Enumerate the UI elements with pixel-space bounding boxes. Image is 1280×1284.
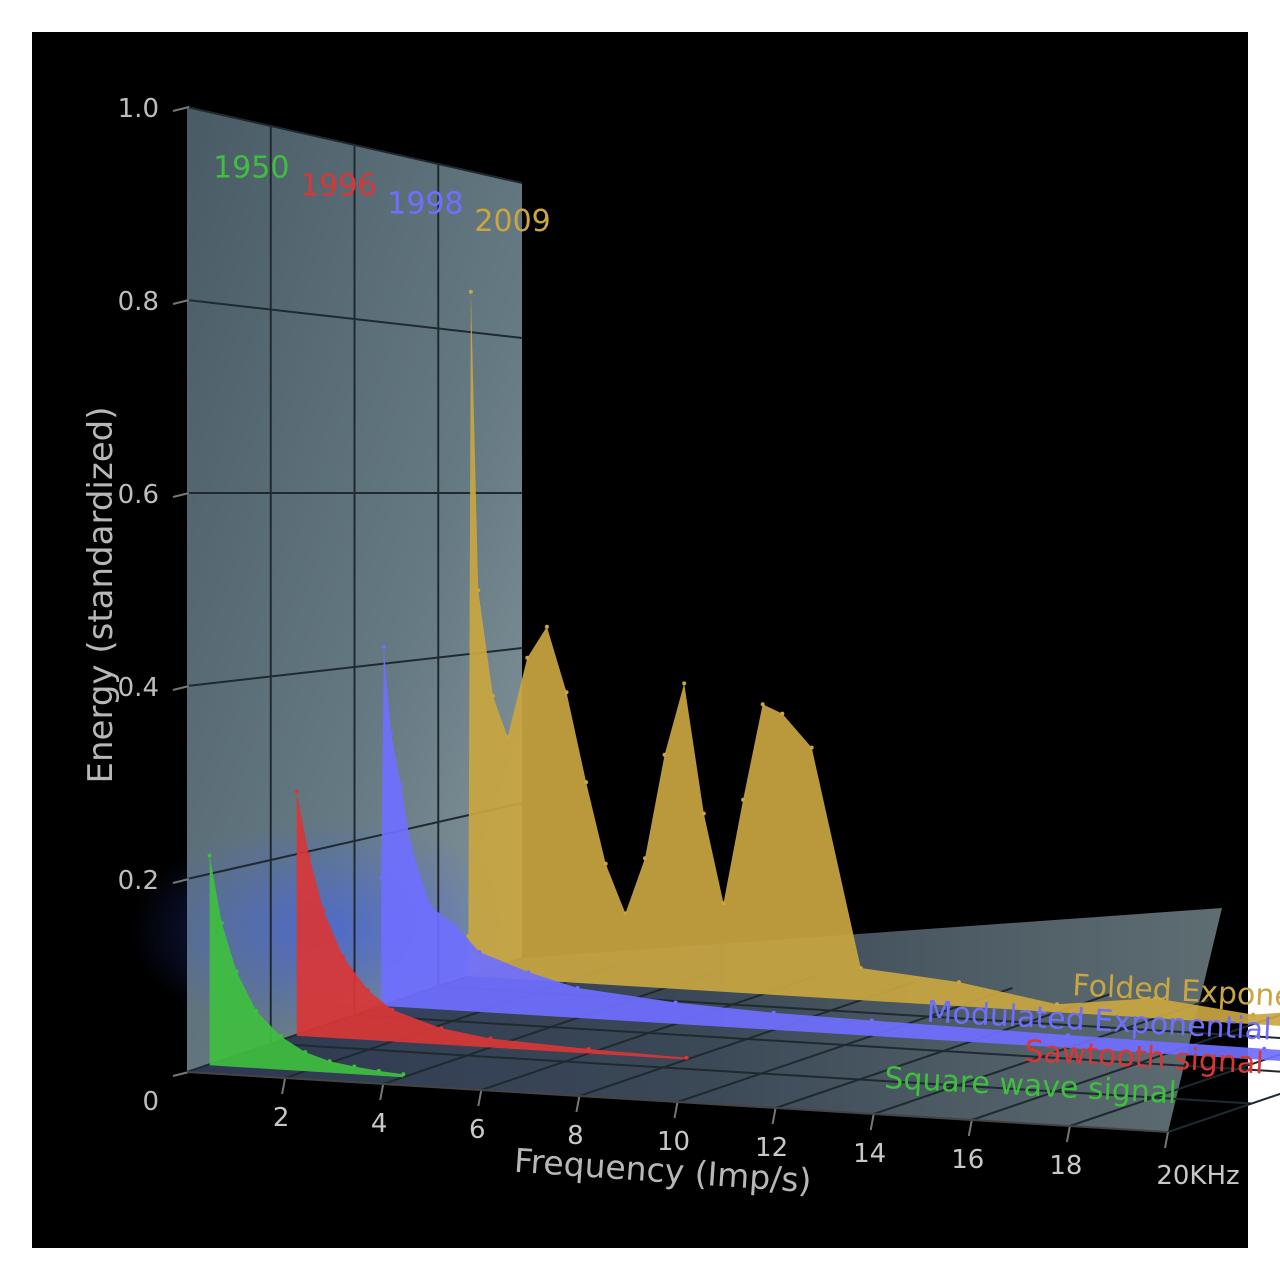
data-point: [279, 1034, 283, 1038]
data-point: [295, 790, 299, 794]
data-point: [379, 876, 383, 880]
data-point: [604, 862, 608, 866]
data-point: [643, 856, 647, 860]
data-point: [957, 980, 961, 984]
data-point: [674, 1001, 678, 1005]
data-point: [491, 694, 495, 698]
data-point: [428, 904, 432, 908]
data-point: [254, 1009, 258, 1013]
data-point: [702, 812, 706, 816]
data-point: [859, 966, 863, 970]
data-point: [780, 712, 784, 716]
y-axis-label: Energy (standardized): [81, 407, 121, 784]
data-point: [409, 843, 413, 847]
x-tick-label: 6: [469, 1115, 486, 1145]
x-tick-label: 4: [371, 1109, 388, 1139]
data-point: [682, 681, 686, 685]
data-point: [584, 780, 588, 784]
data-point: [772, 1011, 776, 1015]
data-point: [506, 735, 510, 739]
x-tick-label: 18: [1049, 1151, 1082, 1181]
x-tick-label: 2: [273, 1103, 290, 1133]
data-point: [220, 921, 224, 925]
y-tick-label: 0.8: [118, 287, 159, 317]
data-point: [341, 955, 345, 959]
data-point: [722, 901, 726, 905]
y-tick-label: 0.6: [118, 480, 159, 510]
data-point: [565, 690, 569, 694]
data-point: [685, 1056, 689, 1060]
data-point: [322, 909, 326, 913]
x-tick-label: 20KHz: [1156, 1161, 1239, 1191]
data-point: [576, 986, 580, 990]
data-point: [741, 798, 745, 802]
y-tick-label: 0.4: [118, 673, 159, 703]
data-point: [663, 753, 667, 757]
data-point: [587, 1047, 591, 1051]
data-point: [453, 923, 457, 927]
data-point: [389, 731, 393, 735]
data-point: [810, 746, 814, 750]
series-year-label: 2009: [474, 204, 550, 239]
data-point: [303, 1050, 307, 1054]
y-tick-label: 0: [142, 1087, 159, 1117]
data-point: [390, 1008, 394, 1012]
data-point: [761, 702, 765, 706]
data-point: [439, 1026, 443, 1030]
y-tick-label: 1.0: [118, 94, 159, 124]
data-point: [623, 911, 627, 915]
data-point: [328, 1059, 332, 1063]
x-tick-label: 16: [951, 1145, 984, 1175]
y-tick-label: 0.2: [118, 866, 159, 896]
data-point: [525, 656, 529, 660]
data-point: [477, 950, 481, 954]
data-point: [377, 1069, 381, 1073]
data-point: [352, 1065, 356, 1069]
data-point: [469, 290, 473, 294]
data-point: [382, 645, 386, 649]
data-point: [307, 854, 311, 858]
data-point: [366, 988, 370, 992]
data-point: [399, 783, 403, 787]
data-point: [235, 970, 239, 974]
data-point: [208, 854, 212, 858]
data-point: [870, 1019, 874, 1023]
x-tick-label: 14: [853, 1139, 886, 1169]
series-year-label: 1998: [387, 186, 463, 221]
series-year-label: 1950: [213, 151, 289, 186]
data-point: [476, 588, 480, 592]
data-point: [401, 1072, 405, 1076]
data-point: [526, 970, 530, 974]
data-point: [466, 934, 470, 938]
data-point: [545, 625, 549, 629]
series-year-label: 1996: [300, 168, 376, 203]
data-point: [488, 1037, 492, 1041]
